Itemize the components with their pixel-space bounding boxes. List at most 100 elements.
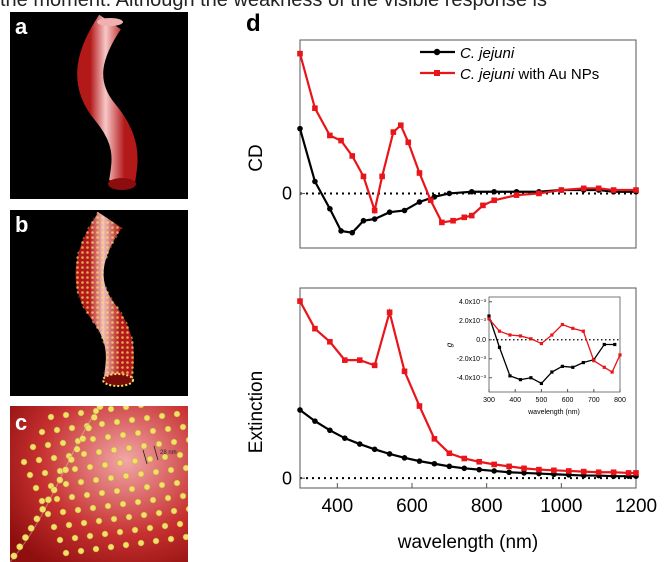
data-point: [447, 464, 453, 470]
data-point: [626, 470, 632, 476]
data-point: [361, 218, 367, 224]
data-point: [405, 139, 411, 145]
x-tick-label: 600: [396, 496, 428, 517]
y-tick-label: 2.0x10⁻³: [459, 318, 487, 325]
data-point: [338, 228, 344, 234]
data-point: [372, 216, 378, 222]
data-point: [618, 353, 621, 356]
data-point: [611, 370, 614, 373]
legend: C. jejuni C. jejuni with Au NPs: [420, 45, 599, 83]
x-tick-label: 800: [471, 496, 503, 517]
data-point: [487, 314, 490, 317]
data-point: [519, 378, 522, 381]
series-line-1: [300, 410, 636, 476]
data-point: [402, 455, 408, 461]
data-point: [417, 199, 423, 205]
data-point: [312, 179, 318, 185]
y-tick-label: 4.0x10⁻³: [459, 299, 487, 306]
data-point: [508, 374, 511, 377]
data-point: [536, 191, 542, 197]
data-point: [417, 458, 423, 464]
data-point: [402, 368, 408, 374]
data-point: [550, 370, 553, 373]
data-point: [506, 469, 512, 475]
data-point: [571, 327, 574, 330]
y-tick-label: -2.0x10⁻³: [457, 356, 487, 363]
data-point: [398, 122, 404, 128]
legend-entry-2: C. jejuni with Au NPs: [460, 66, 599, 83]
y-axis-label: CD: [246, 144, 267, 171]
y-tick-label: 0.0: [476, 337, 486, 344]
data-point: [521, 466, 527, 472]
data-point: [596, 469, 602, 475]
data-point: [559, 187, 565, 193]
data-point: [476, 459, 482, 465]
data-point: [561, 323, 564, 326]
data-point: [550, 333, 553, 336]
data-point: [428, 197, 434, 203]
data-point: [327, 133, 333, 139]
data-point: [312, 418, 318, 424]
data-point: [592, 359, 595, 362]
data-point: [491, 189, 497, 195]
data-point: [312, 105, 318, 111]
data-point: [613, 343, 616, 346]
data-point: [566, 468, 572, 474]
data-point: [297, 298, 303, 304]
data-point: [327, 427, 333, 433]
data-point: [498, 346, 501, 349]
data-point: [297, 407, 303, 413]
data-point: [372, 447, 378, 453]
x-axis-label: wavelength (nm): [527, 409, 580, 416]
data-point: [581, 469, 587, 475]
data-point: [551, 467, 557, 473]
data-point: [327, 206, 333, 212]
plot-frame: [489, 297, 620, 392]
x-tick-label: 400: [321, 496, 353, 517]
x-tick-label: 400: [509, 397, 521, 404]
data-point: [312, 326, 318, 332]
x-tick-label: 1000: [540, 496, 582, 517]
y-tick-label: 0: [282, 184, 292, 204]
data-point: [461, 456, 467, 462]
data-point: [387, 209, 393, 215]
data-point: [461, 466, 467, 472]
legend-entry-1: C. jejuni: [460, 45, 515, 62]
data-point: [491, 468, 497, 474]
data-point: [611, 469, 617, 475]
data-point: [506, 464, 512, 470]
data-point: [508, 333, 511, 336]
data-point: [417, 170, 423, 176]
data-point: [391, 129, 397, 135]
data-point: [633, 470, 639, 476]
x-tick-label: 600: [562, 397, 574, 404]
data-point: [633, 187, 639, 193]
data-point: [361, 174, 367, 180]
data-point: [439, 220, 445, 226]
data-point: [297, 126, 303, 132]
data-point: [349, 230, 355, 236]
y-axis-label: Extinction: [246, 371, 267, 453]
data-point: [476, 467, 482, 473]
data-point: [487, 317, 490, 320]
y-tick-label: -4.0x10⁻³: [457, 375, 487, 382]
data-point: [540, 382, 543, 385]
data-point: [582, 361, 585, 364]
data-point: [603, 366, 606, 369]
data-point: [372, 363, 378, 369]
x-tick-label: 800: [614, 397, 626, 404]
data-point: [432, 461, 438, 467]
x-tick-label: 1200: [615, 496, 657, 517]
x-tick-label: 700: [588, 397, 600, 404]
data-point: [402, 208, 408, 214]
x-axis-label: wavelength (nm): [397, 532, 538, 553]
data-point: [491, 462, 497, 468]
data-point: [529, 376, 532, 379]
data-point: [480, 203, 486, 209]
data-point: [536, 467, 542, 473]
data-point: [372, 208, 378, 214]
data-point: [519, 334, 522, 337]
data-point: [342, 357, 348, 363]
data-point: [611, 187, 617, 193]
